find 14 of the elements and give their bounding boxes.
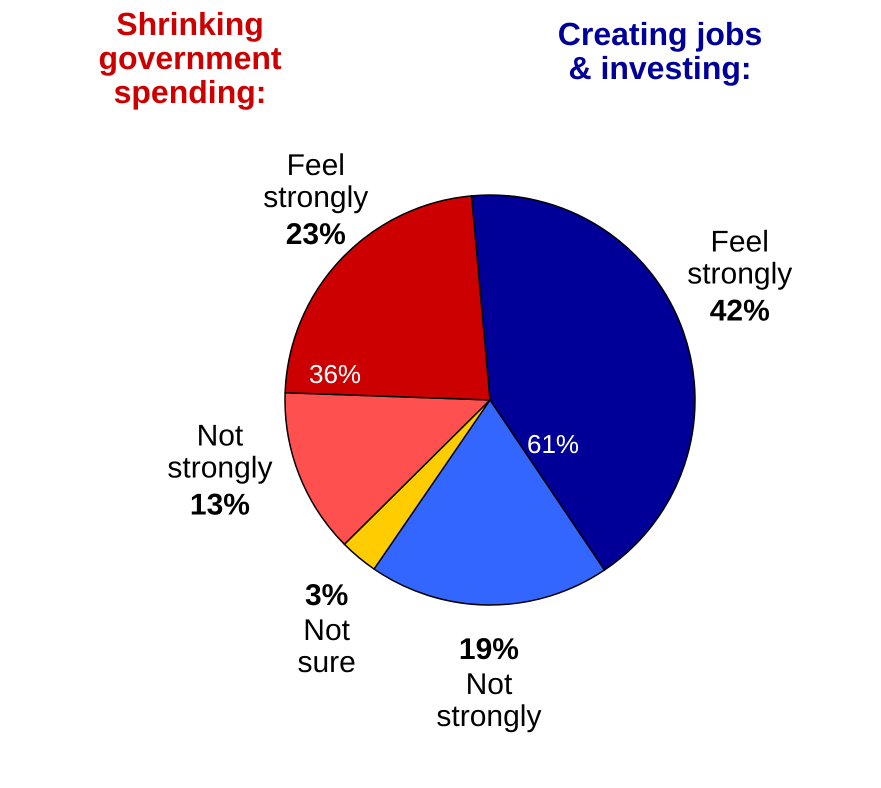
data-label: 42%	[710, 294, 770, 328]
slice-label: Feel strongly	[687, 225, 792, 290]
data-label: 23%	[286, 218, 346, 251]
slice-label: Not strongly	[436, 668, 542, 733]
data-label: 19%	[458, 633, 519, 666]
slice-label: Feel strongly	[263, 148, 368, 214]
text: 36%	[308, 359, 362, 389]
text: Shrinking government spending:	[98, 6, 282, 110]
text: 61%	[526, 429, 580, 459]
slice-label: Not strongly	[167, 420, 272, 485]
text: Creating jobs & investing:	[558, 16, 762, 86]
data-label: 3%	[304, 578, 348, 612]
slice-label: Not sure	[297, 614, 356, 679]
data-label: 13%	[190, 488, 250, 522]
